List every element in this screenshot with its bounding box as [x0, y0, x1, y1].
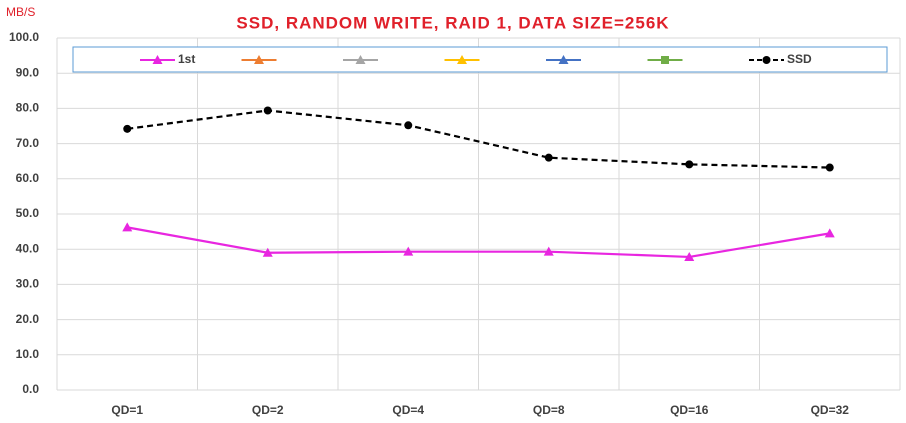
y-tick-label: 90.0 — [16, 65, 40, 79]
marker — [685, 160, 694, 169]
marker — [122, 222, 133, 232]
marker — [262, 247, 273, 257]
legend-label: 1st — [178, 52, 195, 66]
chart-title: SSD, RANDOM WRITE, RAID 1, DATA SIZE=256… — [236, 13, 669, 32]
marker — [403, 246, 414, 256]
y-axis-label: MB/S — [6, 5, 35, 19]
marker — [661, 56, 669, 64]
marker — [263, 106, 272, 115]
y-tick-label: 0.0 — [22, 382, 39, 396]
marker — [824, 228, 835, 238]
marker — [404, 121, 413, 130]
marker — [684, 251, 695, 261]
y-tick-label: 60.0 — [16, 171, 40, 185]
marker — [543, 246, 554, 256]
y-tick-label: 70.0 — [16, 136, 40, 150]
legend-label: SSD — [787, 52, 812, 66]
x-tick-label: QD=32 — [811, 403, 850, 417]
marker — [254, 55, 264, 64]
y-tick-label: 30.0 — [16, 277, 40, 291]
y-tick-label: 10.0 — [16, 347, 40, 361]
y-tick-label: 100.0 — [9, 30, 39, 44]
series-line — [127, 226, 830, 259]
marker — [457, 55, 467, 64]
y-tick-label: 20.0 — [16, 312, 40, 326]
marker — [558, 55, 569, 64]
y-tick-label: 40.0 — [16, 241, 40, 255]
marker — [544, 153, 553, 162]
x-tick-label: QD=16 — [670, 403, 709, 417]
series-line — [127, 109, 830, 169]
marker — [762, 56, 771, 64]
x-tick-label: QD=4 — [392, 403, 424, 417]
x-tick-label: QD=8 — [533, 403, 565, 417]
x-tick-label: QD=2 — [252, 403, 284, 417]
marker — [152, 55, 163, 64]
x-tick-label: QD=1 — [111, 403, 143, 417]
marker — [123, 124, 132, 133]
y-tick-label: 50.0 — [16, 206, 40, 220]
marker — [355, 55, 366, 64]
y-tick-label: 80.0 — [16, 101, 40, 115]
marker — [825, 163, 834, 172]
